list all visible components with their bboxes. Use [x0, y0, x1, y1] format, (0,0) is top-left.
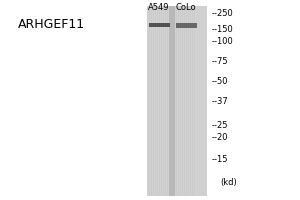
Bar	[165, 6, 166, 196]
Bar	[182, 6, 183, 196]
Bar	[166, 6, 167, 196]
Text: --37: --37	[212, 98, 228, 106]
Text: --25: --25	[212, 120, 228, 130]
Bar	[191, 6, 192, 196]
Bar	[152, 6, 153, 196]
Bar	[147, 6, 207, 196]
Bar	[162, 6, 163, 196]
Bar	[169, 6, 175, 196]
Bar	[178, 6, 180, 196]
Bar	[153, 6, 154, 196]
Text: --250: --250	[212, 9, 233, 19]
Bar	[158, 6, 159, 196]
Bar	[164, 6, 165, 196]
Bar	[176, 6, 178, 196]
Bar	[180, 6, 181, 196]
Text: A549: A549	[148, 3, 170, 12]
Text: ARHGEF11: ARHGEF11	[18, 19, 85, 31]
Bar	[148, 23, 170, 27]
Text: --100: --100	[212, 38, 233, 46]
Bar	[150, 6, 151, 196]
Bar	[156, 6, 157, 196]
Text: --50: --50	[212, 76, 228, 86]
Text: --15: --15	[212, 154, 228, 164]
Bar	[155, 6, 156, 196]
Bar	[163, 6, 164, 196]
Text: CoLo: CoLo	[175, 3, 196, 12]
Bar	[189, 6, 190, 196]
Bar	[176, 23, 197, 28]
Bar	[183, 6, 184, 196]
Bar	[186, 6, 187, 196]
Bar	[185, 6, 186, 196]
Bar	[160, 6, 161, 196]
Bar	[159, 6, 160, 196]
Bar	[161, 6, 162, 196]
Bar	[157, 6, 158, 196]
Text: --75: --75	[212, 56, 228, 66]
Text: --20: --20	[212, 132, 228, 142]
Bar	[181, 6, 182, 196]
Bar	[154, 6, 155, 196]
Bar	[188, 6, 189, 196]
Bar	[187, 6, 188, 196]
Bar	[184, 6, 185, 196]
Bar	[167, 6, 168, 196]
Bar	[190, 6, 191, 196]
Bar	[151, 6, 152, 196]
Text: --150: --150	[212, 24, 233, 33]
Bar	[168, 6, 169, 196]
Bar	[148, 6, 150, 196]
Text: (kd): (kd)	[220, 178, 237, 186]
Bar	[192, 6, 194, 196]
Bar	[194, 6, 196, 196]
